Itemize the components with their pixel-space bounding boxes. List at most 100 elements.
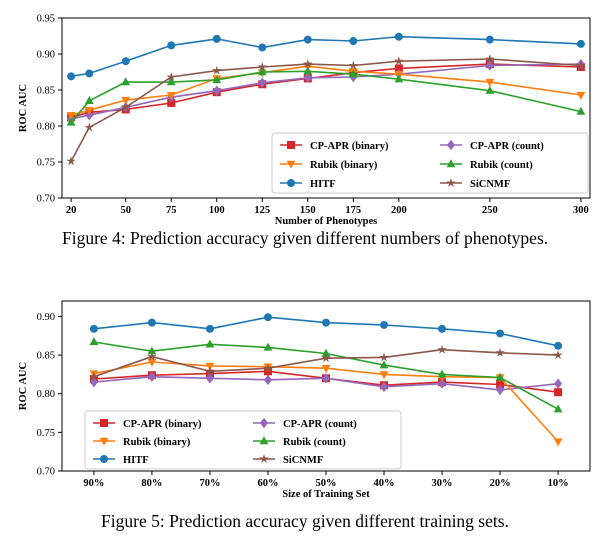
data-point <box>263 313 272 322</box>
y-tick-label: 0.95 <box>37 14 55 25</box>
legend-swatch-marker <box>259 454 269 463</box>
data-point <box>553 350 563 360</box>
x-tick-label: 90% <box>83 478 104 489</box>
data-point <box>485 78 495 87</box>
data-point <box>303 66 313 75</box>
y-tick-label: 0.75 <box>37 158 55 169</box>
data-point <box>205 373 214 384</box>
legend-label: SiCNMF <box>470 179 510 190</box>
data-point <box>485 35 494 44</box>
legend-swatch-marker <box>286 160 296 169</box>
data-point <box>205 366 215 376</box>
legend-label: Rubik (count) <box>470 160 533 171</box>
y-tick-label: 0.80 <box>37 389 55 400</box>
data-point <box>85 69 94 78</box>
plot-frame <box>61 17 591 199</box>
legend-swatch-marker <box>287 179 295 187</box>
data-point <box>438 378 447 389</box>
data-point <box>84 96 94 104</box>
data-point <box>84 106 94 115</box>
y-tick-label: 0.85 <box>37 351 55 362</box>
data-point <box>303 59 313 69</box>
legend-label: Rubik (binary) <box>123 437 191 448</box>
data-point <box>321 348 331 357</box>
data-point <box>303 72 312 83</box>
data-point <box>166 91 176 100</box>
data-point <box>394 74 404 83</box>
data-point <box>147 351 157 361</box>
data-point <box>496 380 505 389</box>
data-point <box>379 360 389 369</box>
data-point <box>380 320 389 329</box>
data-point <box>147 318 156 327</box>
figure-4-caption: Figure 4: Prediction accuracy given diff… <box>62 228 549 248</box>
data-point <box>485 60 494 71</box>
data-point <box>438 324 447 333</box>
data-point <box>258 77 267 88</box>
legend-swatch-marker <box>259 436 269 445</box>
x-tick-label: 250 <box>482 205 498 216</box>
y-tick-label: 0.70 <box>37 194 55 205</box>
x-tick-label: 80% <box>141 478 162 489</box>
data-point <box>379 371 389 380</box>
data-point <box>349 37 358 46</box>
data-point <box>576 91 586 100</box>
legend: CP-APR (binary) CP-APR (count) Rubik (bina… <box>84 410 402 470</box>
data-point <box>379 352 389 362</box>
data-point <box>121 102 131 112</box>
series-sicnmf <box>66 54 586 166</box>
y-axis-label: ROC AUC <box>18 84 29 132</box>
legend-label: Rubik (binary) <box>310 160 378 171</box>
data-point <box>263 342 273 351</box>
data-point <box>121 96 131 105</box>
series-line <box>70 35 581 78</box>
y-tick-label: 0.85 <box>37 86 55 97</box>
data-point <box>67 72 76 81</box>
legend-label: SiCNMF <box>283 455 323 466</box>
legend-swatch-marker <box>100 455 108 463</box>
series-rubik-binary <box>66 63 586 120</box>
x-tick-label: 125 <box>254 205 270 216</box>
x-axis-label: Size of Training Set <box>282 489 370 500</box>
data-point <box>167 41 176 50</box>
figure-5-caption: Figure 5: Prediction accuracy given diff… <box>101 511 509 531</box>
legend-label: HITF <box>310 179 336 190</box>
legend-label: Rubik (count) <box>283 437 346 448</box>
data-point <box>121 77 131 86</box>
data-point <box>437 344 447 354</box>
data-point <box>394 56 404 66</box>
data-point <box>89 337 99 346</box>
legend-swatch-marker <box>447 139 455 151</box>
y-tick-label: 0.70 <box>37 467 55 478</box>
data-point <box>394 32 403 41</box>
data-point <box>553 438 563 447</box>
data-point <box>166 77 176 86</box>
legend-label: HITF <box>123 455 149 466</box>
data-point <box>495 347 505 357</box>
legend-swatch-marker <box>100 419 108 427</box>
data-point <box>85 110 94 121</box>
y-tick-label: 0.75 <box>37 428 55 439</box>
data-point <box>147 371 156 382</box>
legend-label: CP-APR (count) <box>283 419 357 430</box>
data-point <box>66 156 76 166</box>
data-point <box>495 372 505 381</box>
data-point <box>212 75 222 84</box>
x-tick-label: 100 <box>209 205 225 216</box>
chart-phenotypes: 0.70 0.75 0.80 0.85 0.90 0.95 20 50 75 100 125 150 1… <box>18 14 591 227</box>
data-point <box>437 369 447 378</box>
x-tick-label: 50% <box>316 478 337 489</box>
y-axis-label: ROC AUC <box>18 362 29 410</box>
data-point <box>258 43 267 52</box>
series-sicnmf <box>89 344 563 381</box>
series-hitf <box>67 32 585 81</box>
data-point <box>257 67 267 76</box>
x-tick-label: 300 <box>573 205 589 216</box>
data-point <box>147 358 157 367</box>
legend-box <box>271 132 589 194</box>
data-point <box>554 378 563 389</box>
data-point <box>263 363 273 373</box>
x-axis-label: Number of Phenotypes <box>275 216 377 227</box>
x-tick-label: 70% <box>199 478 220 489</box>
data-point <box>553 404 563 413</box>
